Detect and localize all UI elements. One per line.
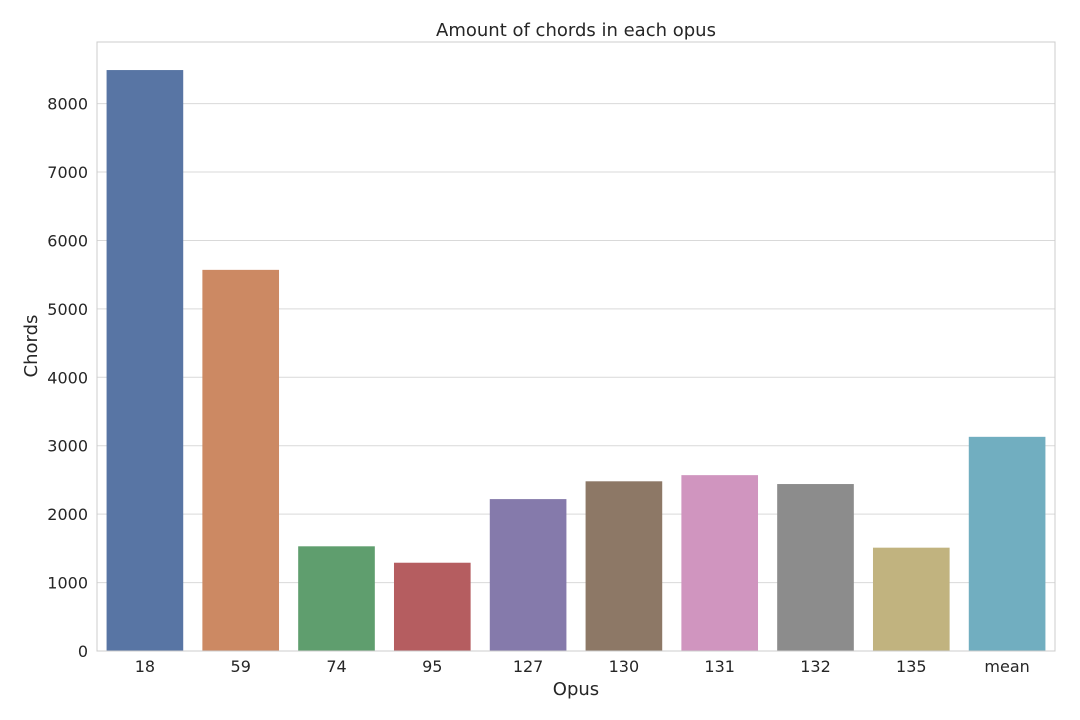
x-tick-label: 127 (513, 657, 544, 676)
bar-132 (777, 484, 854, 651)
x-axis-ticks: 18 59 74 95 127 130 131 132 135 mean (135, 657, 1030, 676)
y-axis-label: Chords (21, 315, 42, 378)
x-axis-label: Opus (553, 679, 599, 700)
bar-95 (393, 562, 471, 651)
bar-mean (968, 436, 1046, 651)
y-tick-label: 7000 (47, 163, 88, 182)
x-tick-label: 59 (231, 657, 251, 676)
bar-130 (585, 481, 663, 651)
x-tick-label: 74 (326, 657, 346, 676)
bar-127 (489, 499, 567, 651)
chart-title: Amount of chords in each opus (436, 20, 716, 41)
y-axis-ticks: 0 1000 2000 3000 4000 5000 6000 7000 8000 (47, 95, 88, 661)
bar-59 (202, 269, 280, 651)
y-tick-label: 5000 (47, 300, 88, 319)
x-tick-label: 135 (896, 657, 927, 676)
bars (106, 70, 1046, 651)
bar-74 (298, 546, 375, 651)
x-tick-label: 130 (609, 657, 640, 676)
x-tick-label: 18 (135, 657, 155, 676)
bar-135 (872, 547, 950, 651)
y-tick-label: 1000 (47, 574, 88, 593)
plot-frame (96, 41, 1056, 652)
y-tick-label: 3000 (47, 437, 88, 456)
y-tick-label: 8000 (47, 95, 88, 114)
bar-131 (681, 475, 759, 651)
x-tick-label: 132 (800, 657, 831, 676)
x-tick-label: 95 (422, 657, 442, 676)
bar-18 (106, 70, 184, 651)
y-tick-label: 4000 (47, 368, 88, 387)
y-tick-label: 0 (78, 642, 88, 661)
y-tick-label: 6000 (47, 231, 88, 250)
x-tick-label: 131 (704, 657, 735, 676)
x-tick-label: mean (984, 657, 1029, 676)
y-tick-label: 2000 (47, 505, 88, 524)
